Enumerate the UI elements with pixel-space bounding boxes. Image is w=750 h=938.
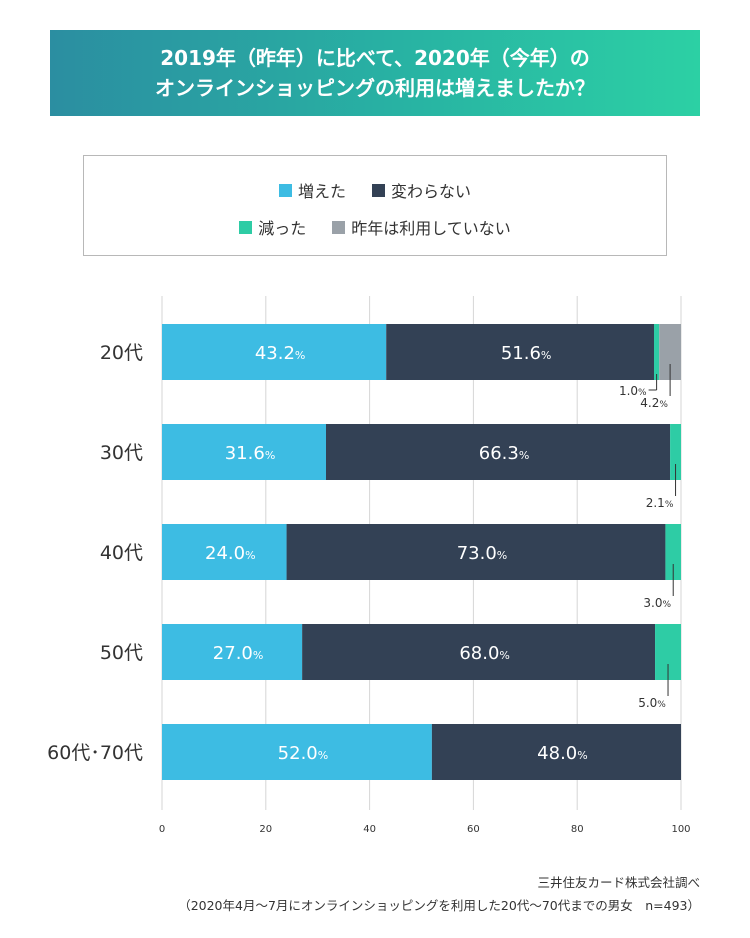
legend-label-increased: 増えた bbox=[297, 182, 346, 201]
category-label-0: 20代 bbox=[100, 342, 143, 364]
callout-label-1-series-2: 2.1% bbox=[646, 496, 674, 510]
category-label-2: 40代 bbox=[100, 542, 143, 564]
legend-swatch-unchanged bbox=[372, 183, 385, 197]
bar-label-unit-2-0: % bbox=[245, 549, 255, 562]
callout-unit-1-2: % bbox=[665, 500, 674, 510]
x-tick-label-4: 80 bbox=[571, 824, 584, 835]
category-label-3: 50代 bbox=[100, 642, 143, 664]
bar-label-4-series-1: 48.0% bbox=[537, 743, 588, 764]
legend-swatch-increased bbox=[278, 183, 292, 197]
legend-label-not-used: 昨年は利用していない bbox=[351, 219, 511, 238]
legend-label-decreased: 減った bbox=[258, 219, 307, 238]
bar-label-unit-4-1: % bbox=[577, 749, 587, 762]
bar-label-unit-3-1: % bbox=[499, 649, 509, 662]
callout-unit-0-3: % bbox=[659, 400, 668, 410]
title-banner: 2019年（昨年）に比べて、2020年（今年）の オンラインショッピングの利用は… bbox=[50, 30, 700, 116]
bar-0-series-0 bbox=[162, 324, 387, 380]
bar-4-series-1 bbox=[431, 724, 681, 780]
x-tick-label-3: 60 bbox=[467, 824, 480, 835]
bar-label-unit-0-1: % bbox=[541, 349, 551, 362]
bar-2-series-0 bbox=[162, 524, 287, 580]
bar-3-series-1 bbox=[302, 624, 656, 680]
legend-swatch-not-used bbox=[332, 220, 346, 234]
survey-note: （2020年4月～7月にオンラインショッピングを利用した20代～70代までの男女… bbox=[178, 898, 700, 913]
category-label-4: 60代･70代 bbox=[47, 742, 143, 764]
bar-0-series-1 bbox=[386, 324, 655, 380]
bar-1-series-0 bbox=[162, 424, 327, 480]
title-line-1: 2019年（昨年）に比べて、2020年（今年）の bbox=[160, 46, 590, 70]
legend-item-increased: 増えた bbox=[278, 178, 346, 202]
callout-label-3-series-2: 5.0% bbox=[638, 696, 666, 710]
x-tick-label-5: 100 bbox=[671, 824, 690, 835]
callout-label-2-series-2: 3.0% bbox=[643, 596, 671, 610]
bar-label-3-series-1: 68.0% bbox=[459, 643, 510, 664]
bar-0-series-2 bbox=[654, 324, 660, 380]
bar-2-series-1 bbox=[286, 524, 666, 580]
bar-label-unit-0-0: % bbox=[295, 349, 305, 362]
bar-label-1-series-0: 31.6% bbox=[225, 443, 276, 464]
callout-unit-3-2: % bbox=[657, 700, 666, 710]
category-label-1: 30代 bbox=[100, 442, 143, 464]
legend-label-unchanged: 変わらない bbox=[391, 182, 472, 201]
callout-unit-0-2: % bbox=[638, 388, 647, 398]
bar-label-0-series-0: 43.2% bbox=[255, 343, 306, 364]
source-note: 三井住友カード株式会社調べ bbox=[537, 875, 700, 890]
bar-3-series-0 bbox=[162, 624, 303, 680]
legend-row-2: 減った 昨年は利用していない bbox=[84, 215, 666, 239]
bar-label-1-series-1: 66.3% bbox=[479, 443, 530, 464]
title-line-2: オンラインショッピングの利用は増えましたか？ bbox=[155, 76, 595, 100]
stacked-bar-chart: 0 20 40 60 80 100 20代 43.2% 51.6% 1.0%4.2% 30代 31.6… bbox=[47, 296, 691, 835]
bar-label-unit-4-0: % bbox=[318, 749, 328, 762]
legend-item-unchanged: 変わらない bbox=[372, 178, 471, 202]
bar-1-series-1 bbox=[326, 424, 671, 480]
bar-label-unit-3-0: % bbox=[253, 649, 263, 662]
x-tick-label-2: 40 bbox=[363, 824, 376, 835]
bar-label-4-series-0: 52.0% bbox=[278, 743, 329, 764]
bar-2-series-2 bbox=[665, 524, 681, 580]
callout-label-0-series-3: 4.2% bbox=[640, 396, 668, 410]
legend-item-not-used: 昨年は利用していない bbox=[332, 215, 511, 239]
legend-row-1: 増えた 変わらない bbox=[84, 178, 666, 202]
bar-label-2-series-0: 24.0% bbox=[205, 543, 256, 564]
callout-unit-2-2: % bbox=[662, 600, 671, 610]
legend-item-decreased: 減った bbox=[239, 215, 306, 239]
bar-label-unit-1-0: % bbox=[265, 449, 275, 462]
bar-label-unit-2-1: % bbox=[497, 549, 507, 562]
bar-label-3-series-0: 27.0% bbox=[213, 643, 264, 664]
bar-label-0-series-1: 51.6% bbox=[501, 343, 552, 364]
bar-4-series-0 bbox=[162, 724, 432, 780]
legend-swatch-decreased bbox=[239, 220, 253, 234]
bar-1-series-2 bbox=[670, 424, 681, 480]
callout-label-0-series-2: 1.0% bbox=[619, 384, 647, 398]
x-tick-label-1: 20 bbox=[259, 824, 272, 835]
legend: 増えた 変わらない 減った 昨年は利用していない bbox=[83, 155, 667, 256]
bar-label-unit-1-1: % bbox=[519, 449, 529, 462]
bar-0-series-3 bbox=[659, 324, 681, 380]
x-tick-label-0: 0 bbox=[159, 824, 165, 835]
bar-label-2-series-1: 73.0% bbox=[457, 543, 508, 564]
